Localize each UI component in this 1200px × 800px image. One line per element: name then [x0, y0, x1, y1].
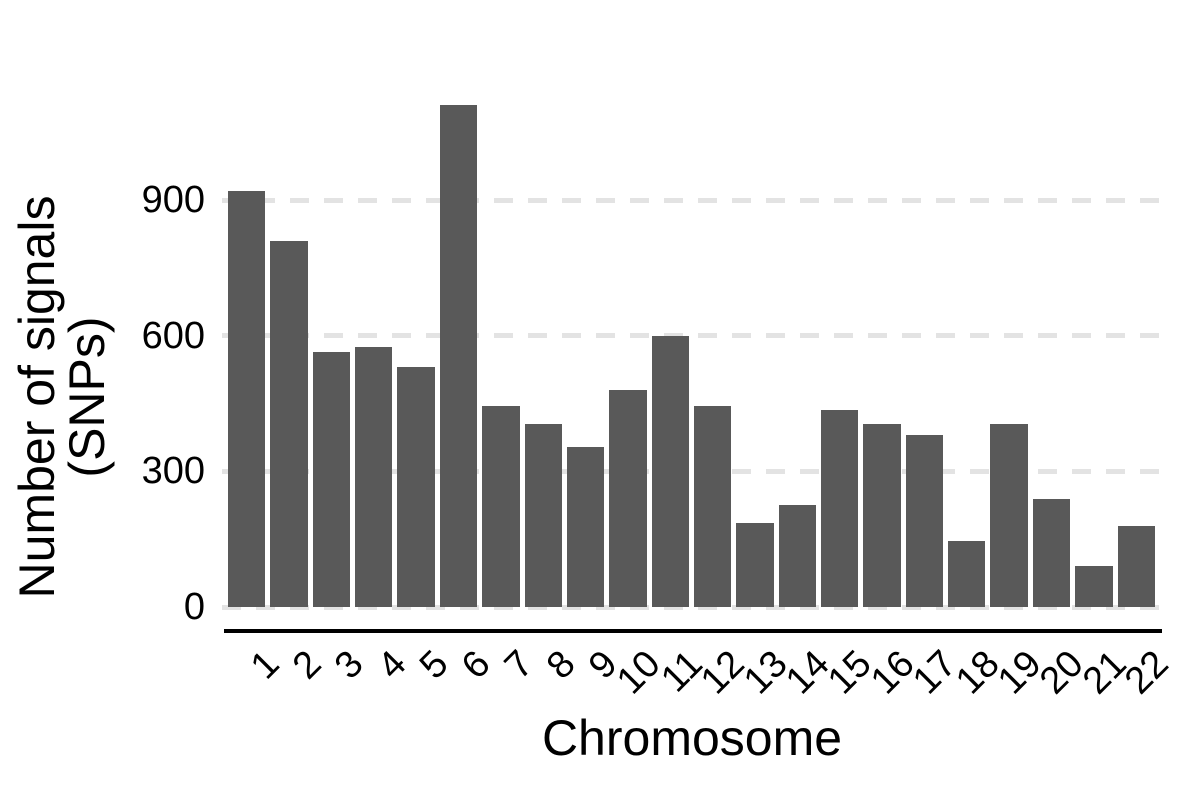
- bar-chr-18: [948, 541, 986, 607]
- y-axis-title: Number of signals (SNPs): [9, 195, 115, 599]
- bar-chr-2: [270, 240, 308, 607]
- y-tick-label-300: 300: [141, 450, 205, 493]
- bar-chr-10: [609, 390, 647, 607]
- bar-chr-19: [990, 423, 1028, 607]
- bar-chr-1: [228, 191, 266, 607]
- bar-chr-7: [482, 405, 520, 607]
- y-axis-title-line-1: Number of signals: [9, 195, 65, 599]
- bar-chr-6: [439, 105, 478, 607]
- y-tick-label-0: 0: [183, 586, 205, 628]
- bar-chr-8: [524, 423, 562, 607]
- gridline-y-0: [222, 604, 1161, 610]
- gridline-y-600: [222, 333, 1161, 339]
- y-tick-label-600: 600: [141, 314, 205, 357]
- bar-chr-3: [312, 351, 351, 607]
- x-tick-label-7: 7: [496, 642, 542, 688]
- x-tick-label-22: 22: [1117, 642, 1177, 703]
- x-tick-label-8: 8: [538, 642, 584, 688]
- bar-chr-17: [905, 435, 944, 607]
- x-tick-label-2: 2: [284, 642, 330, 688]
- bar-chr-13: [736, 523, 774, 607]
- bar-chr-9: [566, 446, 605, 607]
- x-tick-label-1: 1: [242, 642, 288, 688]
- y-tick-label-900: 900: [141, 179, 205, 222]
- bar-chr-20: [1032, 498, 1071, 607]
- y-axis-title-line-2: (SNPs): [59, 316, 115, 478]
- bar-chr-4: [355, 347, 393, 607]
- bar-chr-22: [1117, 525, 1155, 607]
- x-axis-title: Chromosome: [541, 710, 843, 766]
- bars-container: [222, 85, 1161, 607]
- bar-chr-5: [397, 367, 435, 607]
- bar-chr-21: [1075, 566, 1113, 607]
- x-tick-label-3: 3: [327, 642, 372, 688]
- bar-chr-12: [693, 405, 732, 607]
- bar-chr-16: [863, 423, 901, 607]
- gridline-y-300: [222, 468, 1161, 474]
- x-tick-label-5: 5: [411, 642, 457, 688]
- bar-chr-11: [651, 335, 689, 607]
- plot-area: [222, 85, 1161, 610]
- x-tick-label-6: 6: [454, 642, 499, 688]
- gridline-y-900: [222, 197, 1161, 203]
- x-axis-line: [224, 629, 1162, 633]
- bar-chr-15: [821, 410, 859, 607]
- bar-chr-14: [778, 505, 817, 607]
- x-tick-label-4: 4: [369, 642, 415, 688]
